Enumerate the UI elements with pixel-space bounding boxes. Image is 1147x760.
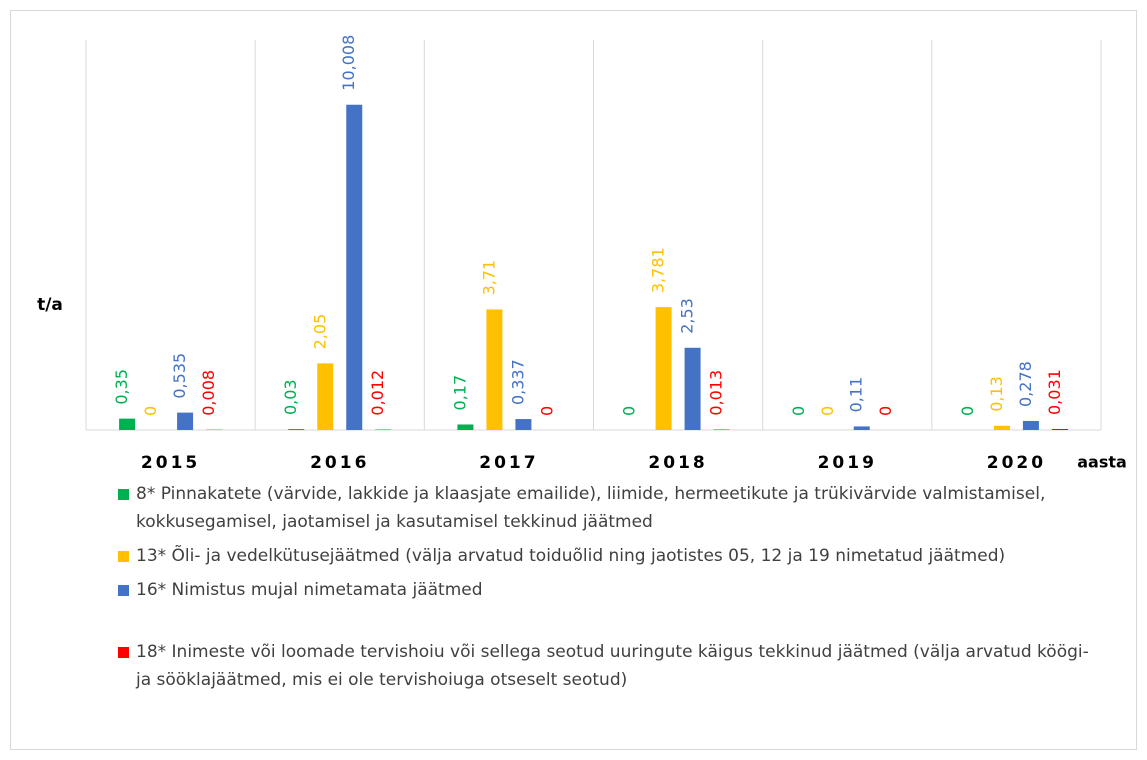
data-label: 0 <box>876 406 895 416</box>
legend-label: 16* Nimistus mujal nimetamata jäätmed <box>136 580 483 600</box>
bar <box>288 429 305 430</box>
data-label: 0,337 <box>508 359 527 405</box>
legend-swatch <box>118 551 129 562</box>
x-axis-label: aasta <box>1077 453 1127 472</box>
bar <box>317 363 334 430</box>
data-label: 0,17 <box>450 375 469 411</box>
bar <box>119 418 136 430</box>
data-label: 0 <box>141 406 160 416</box>
x-tick-label: 2020 <box>987 453 1046 473</box>
x-tick-label: 2015 <box>141 453 200 473</box>
data-label: 0 <box>958 406 977 416</box>
legend-label: 13* Õli- ja vedelkütusejäätmed (välja ar… <box>136 546 1006 566</box>
data-label: 0 <box>620 406 639 416</box>
data-label: 0,012 <box>368 370 387 416</box>
data-label: 3,781 <box>649 247 668 293</box>
data-label: 2,05 <box>310 314 329 350</box>
bar <box>346 104 363 431</box>
y-axis-label: t/a <box>37 295 63 315</box>
bar <box>655 307 672 430</box>
data-label: 0,13 <box>987 376 1006 412</box>
bar <box>1051 428 1068 430</box>
x-tick-label: 2017 <box>479 453 538 473</box>
data-label: 0,278 <box>1016 361 1035 407</box>
legend-swatch <box>118 585 129 596</box>
legend-label: 18* Inimeste või loomade tervishoiu või … <box>136 642 1089 690</box>
data-label: 0,11 <box>847 377 866 413</box>
x-tick-label: 2018 <box>648 453 707 473</box>
legend-item: 18* Inimeste või loomade tervishoiu või … <box>118 638 1108 694</box>
data-label: 0,03 <box>281 379 300 415</box>
x-tick-label: 2016 <box>310 453 369 473</box>
legend-item: 16* Nimistus mujal nimetamata jäätmed <box>118 576 1108 604</box>
legend-item: 13* Õli- ja vedelkütusejäätmed (välja ar… <box>118 542 1108 570</box>
legend-swatch <box>118 647 129 658</box>
bar <box>177 412 194 430</box>
legend-item: 8* Pinnakatete (värvide, lakkide ja klaa… <box>118 480 1108 536</box>
legend-label: 8* Pinnakatete (värvide, lakkide ja klaa… <box>136 484 1046 532</box>
bar <box>457 424 474 430</box>
data-label: 0,535 <box>170 353 189 399</box>
bar <box>853 426 870 430</box>
data-label: 0 <box>789 406 808 416</box>
x-tick-label: 2019 <box>818 453 877 473</box>
chart-border <box>10 10 1137 750</box>
data-label: 0,35 <box>112 369 131 405</box>
bar <box>515 419 532 430</box>
bar <box>993 425 1010 430</box>
bar <box>1022 420 1039 430</box>
data-label: 0,013 <box>707 370 726 416</box>
data-label: 0,031 <box>1045 369 1064 415</box>
bar <box>486 309 503 430</box>
legend: 8* Pinnakatete (värvide, lakkide ja klaa… <box>118 480 1108 700</box>
bar <box>684 347 701 430</box>
data-label: 0 <box>537 406 556 416</box>
data-label: 2,53 <box>678 298 697 334</box>
data-label: 0,008 <box>199 370 218 416</box>
legend-swatch <box>118 489 129 500</box>
data-label: 0 <box>818 406 837 416</box>
data-label: 10,008 <box>339 35 358 91</box>
data-label: 3,71 <box>479 260 498 296</box>
